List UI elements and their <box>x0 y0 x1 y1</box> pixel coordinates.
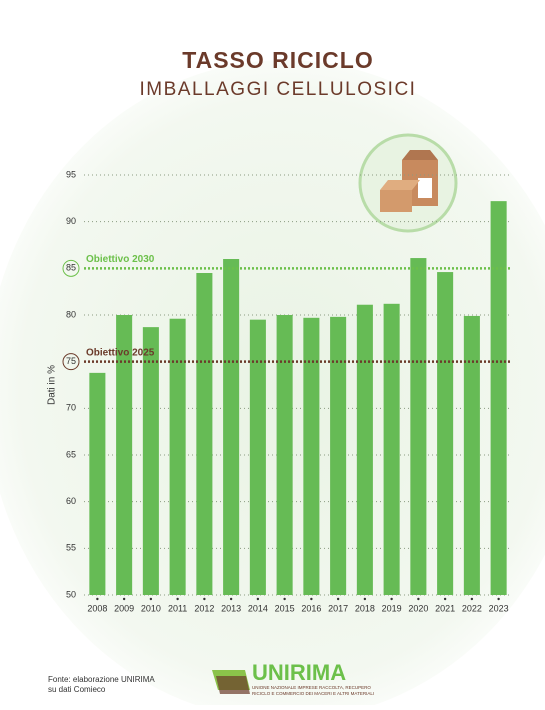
x-tick-dot <box>122 597 126 601</box>
x-tick-label: 2011 <box>168 603 187 613</box>
x-tick-label: 2012 <box>194 603 214 613</box>
x-tick-dot <box>470 597 474 601</box>
y-tick-label: 95 <box>66 169 76 179</box>
source: su dati Comieco <box>48 685 106 694</box>
chart-title: TASSO RICICLO <box>182 47 373 73</box>
source: Fonte: elaborazione UNIRIMA <box>48 675 155 684</box>
y-tick-label: 85 <box>66 263 76 273</box>
x-tick-dot <box>203 597 206 601</box>
bar <box>276 315 293 595</box>
x-tick-dot <box>390 597 393 601</box>
y-tick-label: 60 <box>66 496 76 506</box>
x-tick-label: 2010 <box>141 603 161 613</box>
y-tick-label: 55 <box>66 543 76 553</box>
x-tick-dot <box>363 597 367 601</box>
x-tick-label: 2017 <box>328 603 348 613</box>
x-tick-label: 2023 <box>489 603 509 613</box>
bar <box>463 315 480 595</box>
logo-tagline: UNIONE NAZIONALE IMPRESE RACCOLTA, RECUP… <box>252 685 371 690</box>
reference-tick-circle <box>62 353 80 371</box>
x-tick-label: 2018 <box>355 603 375 613</box>
logo-tagline: RICICLO E COMMERCIO DEI MACERI E ALTRI M… <box>252 691 374 696</box>
x-tick-dot <box>336 597 340 601</box>
logo-mark <box>212 670 250 694</box>
x-tick-label: 2013 <box>221 603 241 613</box>
x-tick-dot <box>443 597 447 601</box>
x-tick-label: 2022 <box>462 603 482 613</box>
x-tick-dot <box>176 597 179 601</box>
x-tick-dot <box>497 597 500 601</box>
bar <box>330 316 347 595</box>
footer: Fonte: elaborazione UNIRIMA su dati Comi… <box>48 660 374 696</box>
x-tick-dot <box>229 597 233 601</box>
x-tick-dot <box>310 597 313 601</box>
bar <box>169 318 186 595</box>
y-tick-label: 90 <box>66 216 76 226</box>
x-tick-dot <box>417 597 420 601</box>
chart-subtitle: IMBALLAGGI CELLULOSICI <box>140 79 417 100</box>
x-tick-label: 2015 <box>275 603 295 613</box>
bar <box>196 273 213 595</box>
y-axis-label: Dati in % <box>47 365 58 405</box>
reference-label: Obiettivo 2030 <box>86 254 155 265</box>
y-tick-label: 80 <box>66 309 76 319</box>
bar <box>89 372 106 595</box>
y-tick-label: 75 <box>66 356 76 366</box>
bar <box>249 319 266 595</box>
y-tick-label: 65 <box>66 449 76 459</box>
icon <box>358 133 458 233</box>
x-tick-label: 2019 <box>382 603 402 613</box>
bar <box>410 258 427 595</box>
y-tick-label: 70 <box>66 403 76 413</box>
x-tick-dot <box>96 597 99 601</box>
x-tick-label: 2009 <box>114 603 134 613</box>
bar <box>383 303 400 595</box>
reference-tick-circle <box>62 259 80 277</box>
y-tick-label: 50 <box>66 589 76 599</box>
x-tick-label: 2021 <box>435 603 455 613</box>
reference-label: Obiettivo 2025 <box>86 347 155 358</box>
bar <box>223 259 240 595</box>
x-tick-label: 2016 <box>301 603 321 613</box>
bar <box>356 304 373 595</box>
bar <box>116 315 133 595</box>
x-tick-label: 2008 <box>87 603 107 613</box>
bar <box>303 317 320 595</box>
bar <box>490 201 507 595</box>
x-tick-dot <box>283 597 286 601</box>
bar <box>437 272 454 595</box>
x-tick-label: 2020 <box>408 603 428 613</box>
x-tick-dot <box>256 597 260 601</box>
x-tick-dot <box>149 597 153 601</box>
bar <box>142 327 159 595</box>
x-tick-label: 2014 <box>248 603 268 613</box>
logo: UNIRIMA <box>252 660 346 685</box>
